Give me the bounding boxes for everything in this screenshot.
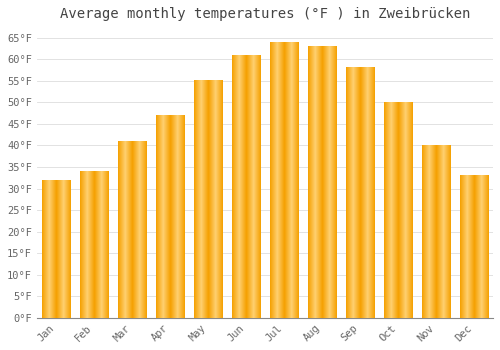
Bar [194, 81, 222, 318]
Bar [42, 180, 70, 318]
Bar [384, 102, 412, 318]
Bar [422, 146, 450, 318]
Bar [232, 55, 260, 318]
Bar [118, 141, 146, 318]
Title: Average monthly temperatures (°F ) in Zweibrücken: Average monthly temperatures (°F ) in Zw… [60, 7, 470, 21]
Bar [80, 171, 108, 318]
Bar [156, 115, 184, 318]
Bar [460, 176, 488, 318]
Bar [346, 68, 374, 318]
Bar [308, 46, 336, 318]
Bar [270, 42, 298, 318]
